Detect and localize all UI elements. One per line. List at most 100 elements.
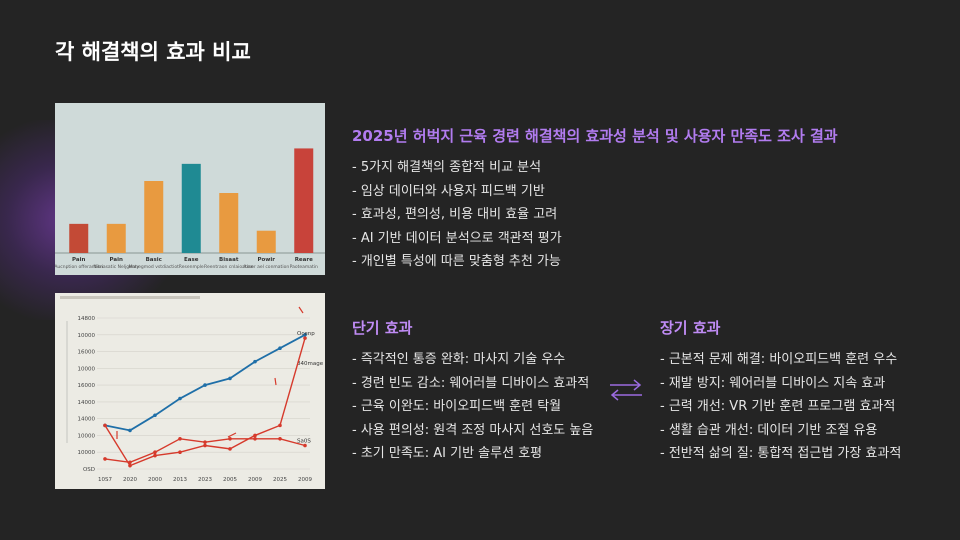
y-tick-label: 14800 [78,316,96,322]
y-tick-label: 10000 [78,433,96,439]
bar [256,230,276,253]
y-tick-label: 10000 [78,333,96,339]
series-label: Ocenp [297,331,315,337]
x-tick-label: 2000 [148,477,162,483]
series-point [153,413,157,418]
series-line [104,333,306,432]
series-point [303,336,307,340]
y-tick-label: 10000 [78,450,96,456]
y-tick-label: 16000 [78,350,96,356]
report-bullet: - 효과성, 편의성, 비용 대비 효율 고려 [352,207,558,222]
series-point [128,460,132,465]
short-term-bullet: - 초기 만족도: AI 기반 솔루션 호평 [352,446,543,461]
y-tick-label: 10000 [78,366,96,372]
long-term-bullet: - 재발 방지: 웨어러블 디바이스 지속 효과 [660,375,886,391]
report-bullet: - 개인별 특성에 따른 맞춤형 추천 가능 [352,254,561,269]
bar [106,223,126,253]
x-tick-label: 2025 [273,477,287,483]
slide-title: 각 해결책의 효과 비교 [55,40,251,64]
bar-category-sublabel: Paoteamatin [290,264,318,270]
bar-category-label: Basic [146,257,162,263]
line-chart-svg: OSD 10000 10000 14000 14000 16000 10000 16000 10… [60,296,324,483]
series-point [178,437,182,441]
series-point [253,437,257,441]
chart-header-strip [60,296,200,299]
report-title: 2025년 허벅지 근육 경련 해결책의 효과성 분석 및 사용자 만족도 조사… [352,127,838,145]
series-point [228,437,232,441]
series-point [278,437,282,441]
bar-category-label: Powir [258,257,276,263]
series-point [303,443,307,448]
series-point [278,346,282,350]
y-tick-label: 14000 [78,417,96,423]
series-point [103,457,107,461]
series-label: 840mage [297,361,324,367]
x-tick-label: 2009 [248,477,262,483]
series-point [228,447,232,451]
bar-category-sublabel: Resenmple [179,264,204,270]
bar [144,181,164,253]
short-term-bullet: - 근육 이완도: 바이오피드백 훈련 탁월 [352,399,562,414]
bar-category-label: Ease [184,257,199,263]
long-term-bullet: - 전반적 삶의 질: 통합적 접근법 가장 효과적 [660,446,902,461]
swap-arrows-icon [608,375,644,405]
decorative-arrow [274,377,277,386]
bar [219,193,239,253]
line-chart-image: OSD 10000 10000 14000 14000 16000 10000 16000 10… [55,293,325,489]
x-tick-label: 2005 [223,477,237,483]
series-point [153,450,157,455]
report-bullet: - 임상 데이터와 사용자 피드백 기반 [352,183,545,199]
y-tick-label: 14000 [78,400,96,406]
short-term-bullet: - 사용 편의성: 원격 조정 마사지 선호도 높음 [352,422,594,438]
bar-category-label: Reare [295,257,313,263]
series-point [153,453,157,458]
x-tick-label: 2023 [198,477,212,483]
series-point [253,359,257,364]
bar-category-sublabel: Manegmod vstdiactiot [129,264,179,270]
x-tick-label: 10S7 [98,477,112,483]
bar-category-label: Bisaat [219,257,239,263]
series-point [103,423,107,428]
long-term-bullet: - 근본적 문제 해결: 바이오피드백 훈련 우수 [660,352,898,367]
bar-category-sublabel: Nitriasatic Neljgenty [93,264,139,270]
bar [69,223,89,253]
x-tick-label: 2013 [173,477,187,483]
bar-category-label: Pain [110,257,123,263]
series-point [203,440,207,444]
series-point [278,423,282,428]
bar-category-label: Pain [72,257,85,263]
bar [181,163,201,253]
series-point [128,463,132,468]
bar [294,148,314,253]
report-bullet: - 5가지 해결책의 종합적 비교 분석 [352,160,542,175]
series-point [253,433,257,438]
short-term-bullet-list: - 즉각적인 통증 완화: 마사지 기술 우수 - 경련 빈도 감소: 웨어러블… [352,348,597,466]
decorative-arrow [227,432,237,438]
x-tick-label: 2009 [298,477,312,483]
report-bullet-list: - 5가지 해결책의 종합적 비교 분석 - 임상 데이터와 사용자 피드백 기… [352,156,912,274]
short-term-bullet: - 경련 빈도 감소: 웨어러블 디바이스 효과적 [352,375,590,391]
bar-chart-image: Pain Aucnption offerantion Pain Nitriasatic… [55,103,325,275]
long-term-bullet: - 생활 습관 개선: 데이터 기반 조절 유용 [660,422,878,438]
y-tick-label: OSD [83,467,95,473]
bar-category-sublabel: Aucnption offerantion [55,264,103,270]
series-point [203,383,207,387]
y-tick-label: 16000 [78,383,96,389]
short-term-bullet: - 즉각적인 통증 완화: 마사지 기술 우수 [352,352,566,367]
report-bullet: - AI 기반 데이터 분석으로 객관적 평가 [352,230,562,246]
series-point [303,332,307,337]
long-term-bullet: - 근력 개선: VR 기반 훈련 프로그램 효과적 [660,399,896,414]
series-point [178,450,182,455]
decorative-arrow [298,306,304,314]
bar-category-sublabel: Azser ael conmation [243,264,289,270]
long-term-bullet-list: - 근본적 문제 해결: 바이오피드백 훈련 우수 - 재발 방지: 웨어러블 … [660,348,910,466]
long-term-heading: 장기 효과 [660,319,721,337]
series-point [178,396,182,401]
series-point [203,443,207,448]
bar-category-sublabel: Reentraon cnlaioation [204,264,254,270]
x-tick-label: 2020 [123,477,137,483]
series-point [228,376,232,381]
series-point [128,428,132,433]
short-term-heading: 단기 효과 [352,319,413,337]
